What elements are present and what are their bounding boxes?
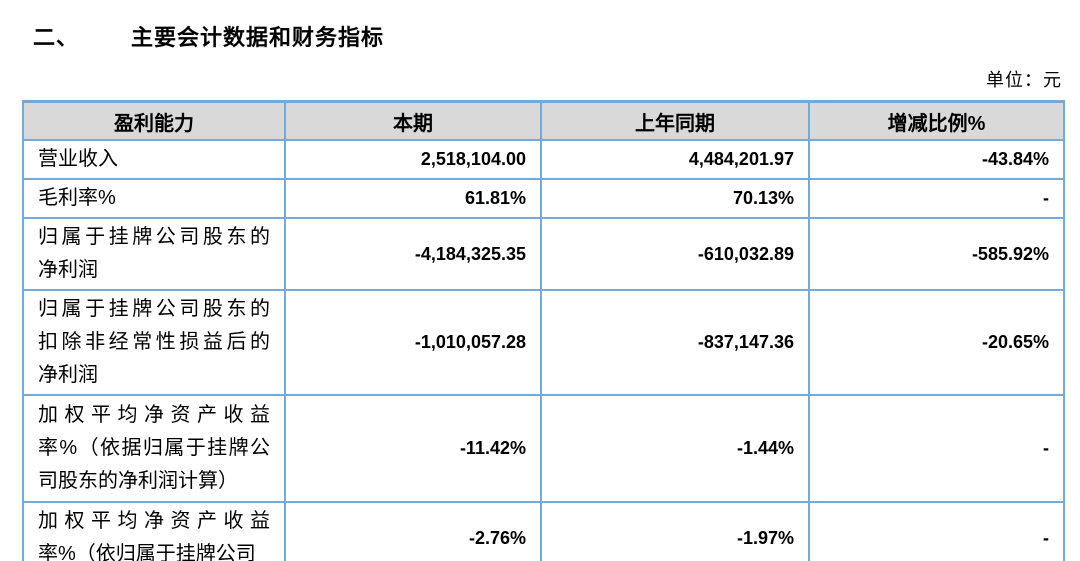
current-period-cell: -11.42% — [284, 394, 542, 503]
section-title: 主要会计数据和财务指标 — [131, 25, 385, 50]
indicator-cell: 加权平均净资产收益 率%（依据归属于挂牌公 司股东的净利润计算） — [22, 394, 286, 503]
current-period-cell: -1,010,057.28 — [284, 289, 542, 396]
prior-period-cell: -837,147.36 — [540, 289, 810, 396]
current-period-cell: -2.76% — [284, 501, 542, 561]
current-period-cell: -4,184,325.35 — [284, 217, 542, 291]
indicator-label-line: 司股东的净利润计算） — [38, 470, 238, 492]
column-header-change-ratio: 增减比例% — [808, 100, 1065, 141]
table-row: 营业收入 2,518,104.00 4,484,201.97 -43.84% — [22, 139, 1065, 180]
indicator-label-line: 加权平均净资产收益 — [38, 510, 270, 532]
financial-indicators-table: 盈利能力 本期 上年同期 增减比例% 营业收入 2,518,104.00 4,484… — [22, 100, 1065, 561]
indicator-label-line: 率%（依据归属于挂牌公 — [38, 437, 270, 459]
indicator-label-line: 率%（依归属于挂牌公司 — [38, 543, 256, 561]
column-header-prior-period: 上年同期 — [540, 100, 810, 141]
indicator-label-line: 归属于挂牌公司股东的 — [38, 298, 270, 320]
prior-period-cell: 4,484,201.97 — [540, 139, 810, 180]
change-ratio-cell: - — [808, 394, 1065, 503]
current-period-cell: 61.81% — [284, 178, 542, 219]
indicator-label-line: 扣除非经常性损益后的 — [38, 331, 270, 353]
prior-period-cell: -1.97% — [540, 501, 810, 561]
change-ratio-cell: - — [808, 501, 1065, 561]
section-number: 二、 — [33, 25, 80, 50]
column-header-indicator: 盈利能力 — [22, 100, 286, 141]
unit-label: 单位：元 — [986, 70, 1062, 90]
change-ratio-cell: - — [808, 178, 1065, 219]
table-row: 加权平均净资产收益 率%（依归属于挂牌公司 -2.76% -1.97% - — [22, 501, 1065, 561]
table-body: 营业收入 2,518,104.00 4,484,201.97 -43.84% 毛利率% 6… — [22, 139, 1065, 561]
column-header-current-period: 本期 — [284, 100, 542, 141]
table-row: 归属于挂牌公司股东的 扣除非经常性损益后的 净利润 -1,010,057.28 -837… — [22, 289, 1065, 396]
table-header-row: 盈利能力 本期 上年同期 增减比例% — [22, 100, 1065, 141]
indicator-label-line: 净利润 — [38, 364, 98, 386]
table-row: 归属于挂牌公司股东的 净利润 -4,184,325.35 -610,032.89 -58… — [22, 217, 1065, 291]
indicator-label-line: 加权平均净资产收益 — [38, 404, 270, 426]
change-ratio-cell: -20.65% — [808, 289, 1065, 396]
change-ratio-cell: -43.84% — [808, 139, 1065, 180]
table-row: 加权平均净资产收益 率%（依据归属于挂牌公 司股东的净利润计算） -11.42% -1.… — [22, 394, 1065, 503]
current-period-cell: 2,518,104.00 — [284, 139, 542, 180]
prior-period-cell: -1.44% — [540, 394, 810, 503]
indicator-cell: 营业收入 — [22, 139, 286, 180]
indicator-label-line: 营业收入 — [38, 148, 118, 170]
indicator-label-line: 归属于挂牌公司股东的 — [38, 226, 270, 248]
section-heading: 二、 主要会计数据和财务指标 — [33, 20, 384, 52]
indicator-cell: 归属于挂牌公司股东的 扣除非经常性损益后的 净利润 — [22, 289, 286, 396]
table-row: 毛利率% 61.81% 70.13% - — [22, 178, 1065, 219]
indicator-cell: 毛利率% — [22, 178, 286, 219]
indicator-label-line: 毛利率% — [38, 187, 116, 209]
prior-period-cell: -610,032.89 — [540, 217, 810, 291]
change-ratio-cell: -585.92% — [808, 217, 1065, 291]
indicator-cell: 加权平均净资产收益率%（依归属于挂牌公司 — [22, 501, 286, 561]
indicator-cell: 归属于挂牌公司股东的 净利润 — [22, 217, 286, 291]
indicator-label-line: 净利润 — [38, 259, 98, 281]
prior-period-cell: 70.13% — [540, 178, 810, 219]
